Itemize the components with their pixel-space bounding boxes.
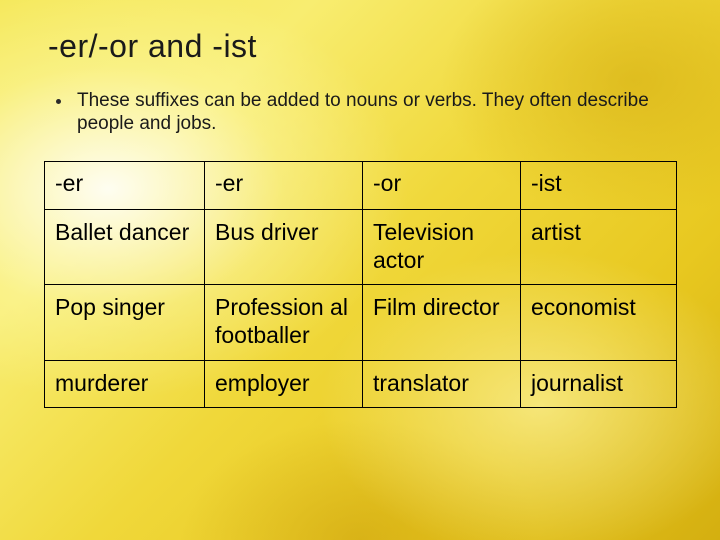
table-cell: Television actor bbox=[363, 210, 521, 285]
table-header-cell: -er bbox=[205, 162, 363, 210]
table-header-cell: -or bbox=[363, 162, 521, 210]
table-cell: Ballet dancer bbox=[45, 210, 205, 285]
table-row: Ballet dancer Bus driver Television acto… bbox=[45, 210, 677, 285]
suffix-table: -er -er -or -ist Ballet dancer Bus drive… bbox=[44, 161, 677, 407]
bullet-text: These suffixes can be added to nouns or … bbox=[77, 89, 684, 135]
table-row: murderer employer translator journalist bbox=[45, 360, 677, 407]
table-cell: murderer bbox=[45, 360, 205, 407]
table-cell: journalist bbox=[521, 360, 677, 407]
table-header-cell: -er bbox=[45, 162, 205, 210]
table-header-row: -er -er -or -ist bbox=[45, 162, 677, 210]
table-row: Pop singer Profession al footballer Film… bbox=[45, 285, 677, 360]
page-title: -er/-or and -ist bbox=[48, 28, 684, 65]
table-cell: Profession al footballer bbox=[205, 285, 363, 360]
table-cell: Pop singer bbox=[45, 285, 205, 360]
slide: -er/-or and -ist These suffixes can be a… bbox=[0, 0, 720, 540]
table-cell: artist bbox=[521, 210, 677, 285]
table-header-cell: -ist bbox=[521, 162, 677, 210]
table-cell: Bus driver bbox=[205, 210, 363, 285]
table-cell: economist bbox=[521, 285, 677, 360]
bullet-item: These suffixes can be added to nouns or … bbox=[48, 89, 684, 135]
table-cell: employer bbox=[205, 360, 363, 407]
table-cell: Film director bbox=[363, 285, 521, 360]
table-cell: translator bbox=[363, 360, 521, 407]
bullet-dot-icon bbox=[56, 99, 61, 104]
